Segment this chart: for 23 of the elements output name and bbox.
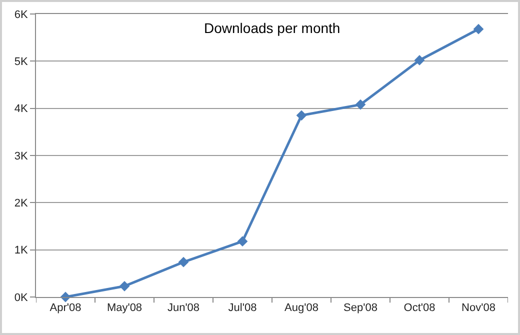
- point: [355, 99, 366, 110]
- x-tick-label: Jun'08: [167, 302, 200, 314]
- y-tick-label: 2K: [14, 198, 28, 210]
- point: [296, 110, 307, 121]
- y-tick-label: 0K: [14, 292, 28, 304]
- point: [178, 256, 189, 268]
- point: [473, 24, 484, 34]
- x-tick-label: Aug'08: [284, 302, 318, 314]
- point: [237, 236, 248, 247]
- y-tick-label: 4K: [14, 103, 28, 116]
- point: [414, 55, 425, 66]
- x-tick-label: Nov'08: [462, 302, 496, 314]
- y-tick-label: 5K: [14, 56, 28, 68]
- point: [119, 280, 130, 292]
- y-tick-label: 6K: [14, 8, 28, 21]
- x-tick-label: May'08: [106, 302, 142, 314]
- text: Downloads per month: [204, 20, 340, 36]
- x-tick-label: Oct'08: [404, 302, 436, 314]
- x-tick-label: Apr'08: [50, 302, 82, 314]
- x-tick-label: Jul'08: [228, 302, 257, 314]
- y-tick-label: 1K: [14, 244, 28, 257]
- y-tick-label: 3K: [14, 150, 28, 162]
- x-tick-label: Sep'08: [344, 302, 378, 314]
